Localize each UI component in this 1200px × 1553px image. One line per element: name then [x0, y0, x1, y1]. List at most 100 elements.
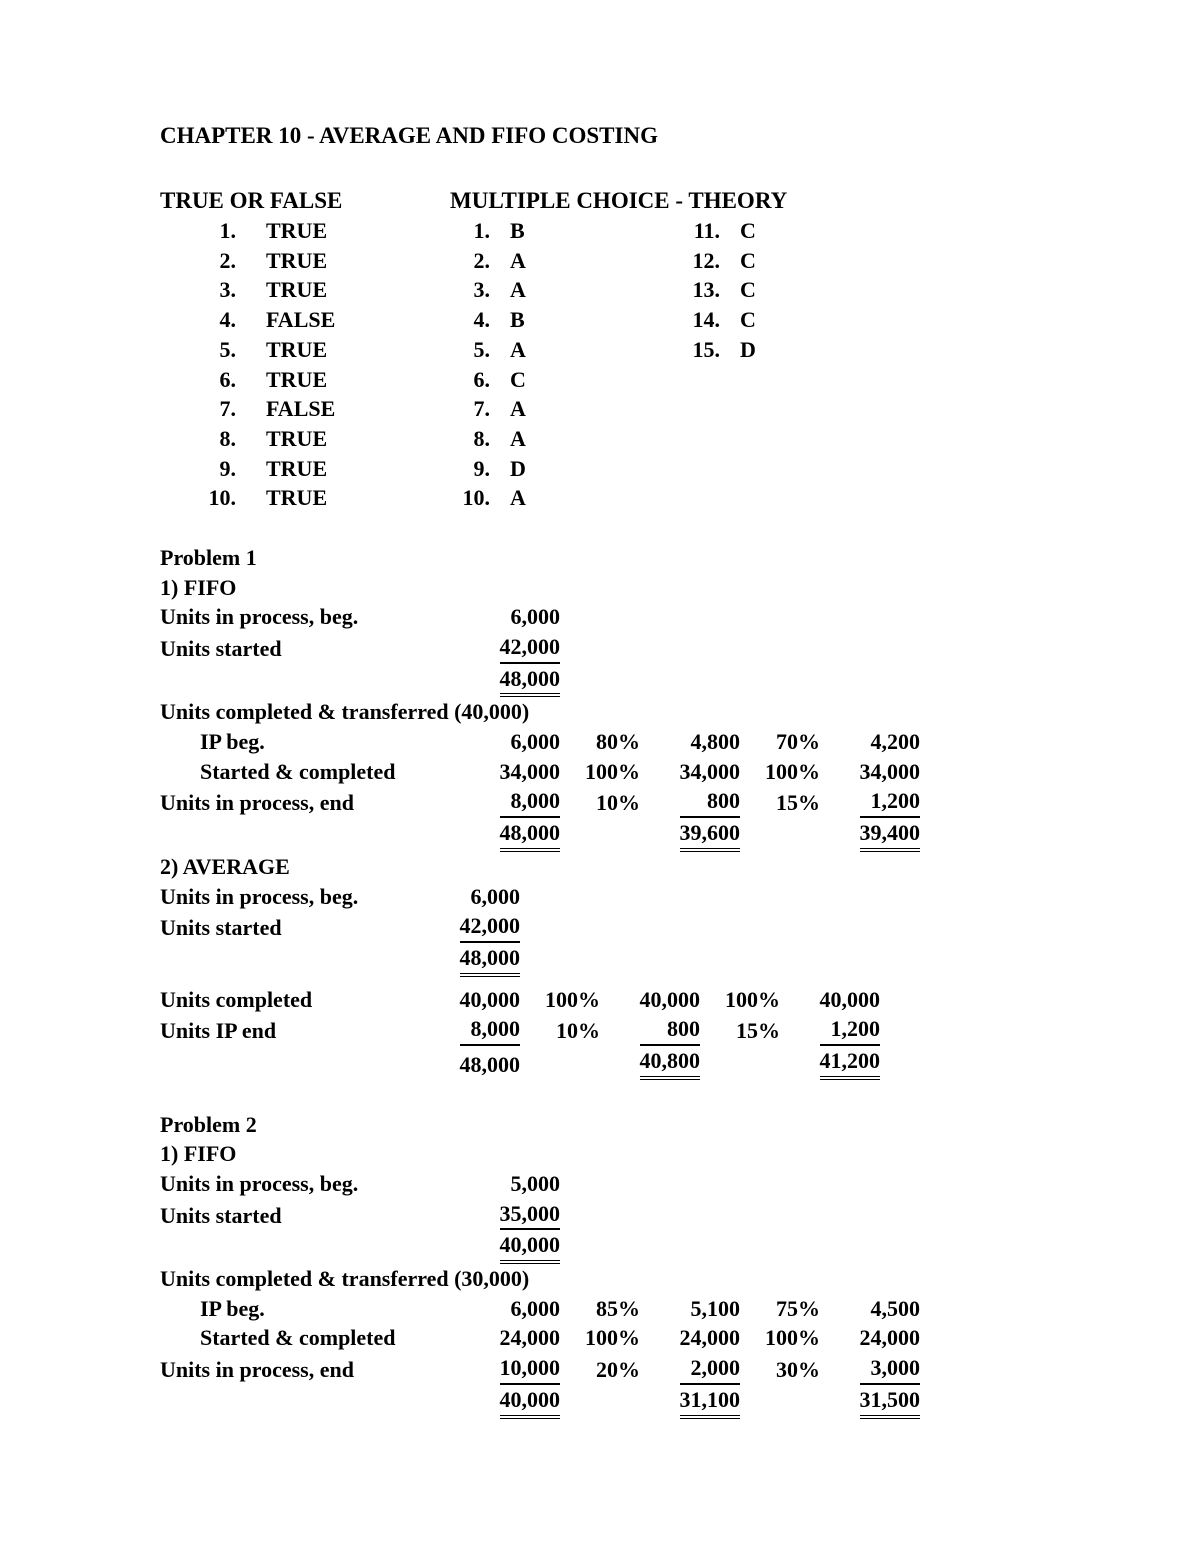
mc-row: 3.A13.C — [450, 275, 870, 305]
cell-value: 800 — [640, 1014, 700, 1046]
row-label: Units in process, end — [160, 786, 470, 818]
tf-num: 8. — [160, 424, 236, 454]
mc-num: 9. — [450, 454, 490, 484]
mc-ans: A — [490, 275, 560, 305]
cell-value: 800 — [680, 786, 740, 818]
cell-value: 70% — [740, 727, 820, 757]
cell-value: 100% — [560, 1323, 640, 1353]
cell-value: 5,100 — [680, 1294, 740, 1324]
tf-row: 7.FALSE — [160, 394, 450, 424]
tf-row: 9.TRUE — [160, 454, 450, 484]
cell-value: 1,200 — [820, 1014, 880, 1046]
mc-row: 8.A — [450, 424, 870, 454]
mc-ans: A — [490, 394, 560, 424]
row-label: Units started — [160, 911, 430, 943]
cell-value: 35,000 — [500, 1199, 561, 1231]
table-row: Units started 35,000 — [160, 1199, 920, 1231]
cell-value: 40,000 — [640, 985, 701, 1015]
cell-value: 40,000 — [500, 1230, 561, 1264]
mc-ans: C — [720, 275, 790, 305]
cell-value: 100% — [700, 985, 780, 1015]
mc-row: 4.B14.C — [450, 305, 870, 335]
cell-value: 24,000 — [860, 1323, 921, 1353]
cell-value: 2,000 — [680, 1353, 740, 1385]
mc-num: 14. — [680, 305, 720, 335]
multiple-choice-table: 1.B11.C 2.A12.C 3.A13.C 4.B14.C 5.A15.D … — [450, 216, 870, 513]
cell-value: 31,100 — [680, 1385, 741, 1419]
tf-num: 1. — [160, 216, 236, 246]
mc-row: 5.A15.D — [450, 335, 870, 365]
cell-value: 6,000 — [460, 882, 520, 912]
cell-value: 85% — [560, 1294, 640, 1324]
table-row: Units IP end 8,000 10% 800 15% 1,200 — [160, 1014, 880, 1046]
table-row: Started & completed 24,000 100% 24,000 1… — [160, 1323, 920, 1353]
problem1-fifo-table: Units in process, beg. 6,000 Units start… — [160, 602, 920, 852]
problem1-average-table-2: Units completed 40,000 100% 40,000 100% … — [160, 985, 880, 1080]
tf-num: 7. — [160, 394, 236, 424]
problem1-average-table: Units in process, beg. 6,000 Units start… — [160, 882, 880, 977]
tf-num: 4. — [160, 305, 236, 335]
row-label: Units IP end — [160, 1014, 430, 1046]
table-row: 40,000 — [160, 1230, 920, 1264]
tf-row: 1.TRUE — [160, 216, 450, 246]
multiple-choice-heading: MULTIPLE CHOICE - THEORY — [450, 185, 787, 216]
tf-row: 10.TRUE — [160, 483, 450, 513]
cell-value: 100% — [740, 757, 820, 787]
cell-value: 24,000 — [500, 1323, 561, 1353]
cell-value: 8,000 — [500, 786, 560, 818]
mc-num: 1. — [450, 216, 490, 246]
cell-value: 4,200 — [860, 727, 920, 757]
mc-num: 15. — [680, 335, 720, 365]
mc-ans: B — [490, 216, 560, 246]
cell-value: 40,800 — [640, 1046, 701, 1080]
tf-ans: TRUE — [236, 454, 327, 484]
tf-row: 6.TRUE — [160, 365, 450, 395]
mc-ans: C — [720, 305, 790, 335]
tf-ans: TRUE — [236, 216, 327, 246]
cell-value: 15% — [700, 1014, 780, 1046]
table-row: Started & completed 34,000 100% 34,000 1… — [160, 757, 920, 787]
cell-value: 34,000 — [860, 757, 921, 787]
mc-ans: A — [490, 335, 560, 365]
cell-value: 5,000 — [500, 1169, 560, 1199]
table-row: Units started 42,000 — [160, 632, 920, 664]
mc-num: 8. — [450, 424, 490, 454]
tf-num: 9. — [160, 454, 236, 484]
cell-value: 34,000 — [680, 757, 741, 787]
mc-ans: C — [490, 365, 560, 395]
row-label: Units started — [160, 632, 470, 664]
table-row: Units completed 40,000 100% 40,000 100% … — [160, 985, 880, 1015]
table-row: Units in process, end 10,000 20% 2,000 3… — [160, 1353, 920, 1385]
mc-ans: D — [490, 454, 560, 484]
row-label: Units in process, end — [160, 1353, 470, 1385]
table-row: 48,000 — [160, 943, 880, 977]
cell-value: 42,000 — [500, 632, 561, 664]
table-row: Units in process, beg. 6,000 — [160, 882, 880, 912]
mc-ans: D — [720, 335, 790, 365]
mc-row: 10.A — [450, 483, 870, 513]
table-row: IP beg. 6,000 80% 4,800 70% 4,200 — [160, 727, 920, 757]
tf-num: 10. — [160, 483, 236, 513]
tf-ans: FALSE — [236, 305, 335, 335]
tf-num: 2. — [160, 246, 236, 276]
row-label: Started & completed — [160, 757, 470, 787]
problem1-average-heading: 2) AVERAGE — [160, 852, 1040, 882]
tf-ans: TRUE — [236, 275, 327, 305]
true-false-table: 1.TRUE 2.TRUE 3.TRUE 4.FALSE 5.TRUE 6.TR… — [160, 216, 450, 513]
row-label: Units completed & transferred (40,000) — [160, 697, 920, 727]
true-false-heading: TRUE OR FALSE — [160, 185, 450, 216]
row-label: Units in process, beg. — [160, 882, 430, 912]
table-row: 48,000 39,600 39,400 — [160, 818, 920, 852]
cell-value: 6,000 — [500, 727, 560, 757]
mc-row: 2.A12.C — [450, 246, 870, 276]
cell-value: 40,000 — [500, 1385, 561, 1419]
chapter-title: CHAPTER 10 - AVERAGE AND FIFO COSTING — [160, 120, 1040, 151]
mc-num: 11. — [680, 216, 720, 246]
problem2-title: Problem 2 — [160, 1110, 1040, 1140]
table-row: Units in process, end 8,000 10% 800 15% … — [160, 786, 920, 818]
mc-ans: A — [490, 483, 560, 513]
cell-value: 31,500 — [860, 1385, 921, 1419]
answer-key-headings: TRUE OR FALSE MULTIPLE CHOICE - THEORY — [160, 185, 1040, 216]
cell-value: 100% — [740, 1323, 820, 1353]
mc-num: 6. — [450, 365, 490, 395]
